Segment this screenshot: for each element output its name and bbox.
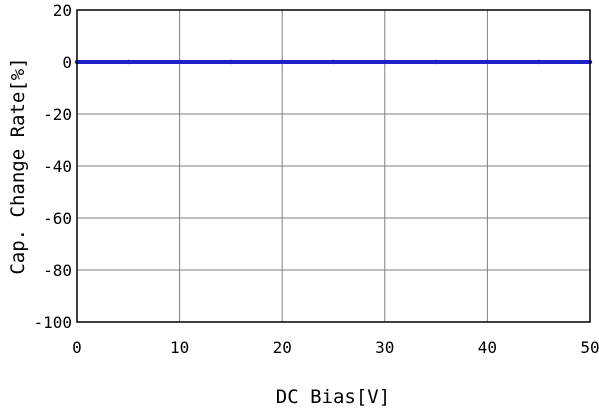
data-point	[485, 59, 490, 65]
data-point	[433, 59, 439, 65]
x-tick-label: 10	[170, 338, 189, 357]
data-point	[177, 59, 182, 65]
y-axis-title: Cap. Change Rate[%]	[7, 57, 29, 274]
x-tick-label: 30	[375, 338, 394, 357]
y-tick-label: -40	[43, 157, 72, 176]
x-tick-label: 50	[580, 338, 599, 357]
y-tick-labels: 20 0 -20 -40 -60 -80 -100	[33, 1, 72, 332]
data-point	[382, 59, 387, 65]
plot-frame	[76, 9, 591, 323]
y-tick-label: -20	[43, 105, 72, 124]
x-tick-label: 40	[478, 338, 497, 357]
y-tick-label: 20	[53, 1, 72, 20]
y-tick-label: -60	[43, 209, 72, 228]
x-tick-label: 20	[273, 338, 292, 357]
data-point	[331, 59, 336, 65]
data-point	[126, 59, 131, 65]
x-tick-labels: 0 10 20 30 40 50	[72, 338, 599, 357]
data-point	[536, 59, 541, 65]
y-tick-label: -80	[43, 261, 72, 280]
grid	[77, 10, 590, 322]
data-point	[228, 59, 234, 65]
series-layer	[74, 59, 593, 65]
data-point	[280, 59, 285, 65]
x-axis-title: DC Bias[V]	[276, 386, 390, 408]
y-tick-label: -100	[33, 313, 72, 332]
y-tick-label: 0	[62, 53, 72, 72]
x-tick-label: 0	[72, 338, 82, 357]
